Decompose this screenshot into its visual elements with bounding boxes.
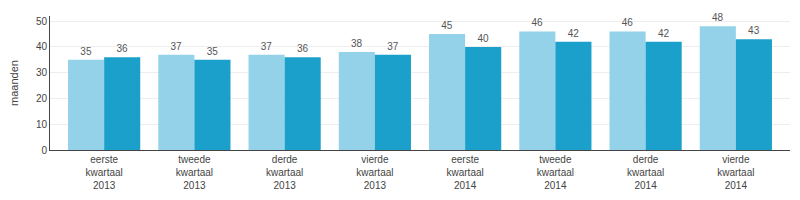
svg-text:eerstekwartaal2014: eerstekwartaal2014 [446, 154, 483, 191]
svg-text:vierdekwartaal2013: vierdekwartaal2013 [356, 154, 393, 191]
svg-text:46: 46 [622, 17, 634, 28]
svg-text:46: 46 [532, 17, 544, 28]
svg-text:42: 42 [658, 28, 670, 39]
svg-text:45: 45 [441, 20, 453, 31]
svg-text:tweedekwartaal2013: tweedekwartaal2013 [176, 154, 213, 191]
svg-text:38: 38 [351, 38, 363, 49]
svg-text:tweedekwartaal2014: tweedekwartaal2014 [537, 154, 574, 191]
svg-text:42: 42 [568, 28, 580, 39]
svg-text:35: 35 [207, 46, 219, 57]
svg-text:maanden: maanden [8, 60, 20, 106]
svg-text:10: 10 [36, 119, 48, 130]
svg-text:20: 20 [36, 93, 48, 104]
svg-text:vierdekwartaal2014: vierdekwartaal2014 [717, 154, 754, 191]
svg-text:36: 36 [297, 43, 309, 54]
svg-text:derdekwartaal2013: derdekwartaal2013 [266, 154, 303, 191]
svg-text:48: 48 [712, 12, 724, 23]
svg-text:36: 36 [116, 43, 128, 54]
svg-text:0: 0 [41, 145, 47, 156]
svg-text:50: 50 [36, 16, 48, 27]
svg-text:eerstekwartaal2013: eerstekwartaal2013 [86, 154, 123, 191]
svg-text:37: 37 [171, 41, 183, 52]
svg-text:35: 35 [80, 46, 92, 57]
svg-text:derdekwartaal2014: derdekwartaal2014 [627, 154, 664, 191]
svg-text:30: 30 [36, 67, 48, 78]
svg-text:40: 40 [477, 33, 489, 44]
svg-text:40: 40 [36, 41, 48, 52]
svg-text:37: 37 [387, 41, 399, 52]
svg-text:37: 37 [261, 41, 273, 52]
svg-text:43: 43 [748, 25, 760, 36]
